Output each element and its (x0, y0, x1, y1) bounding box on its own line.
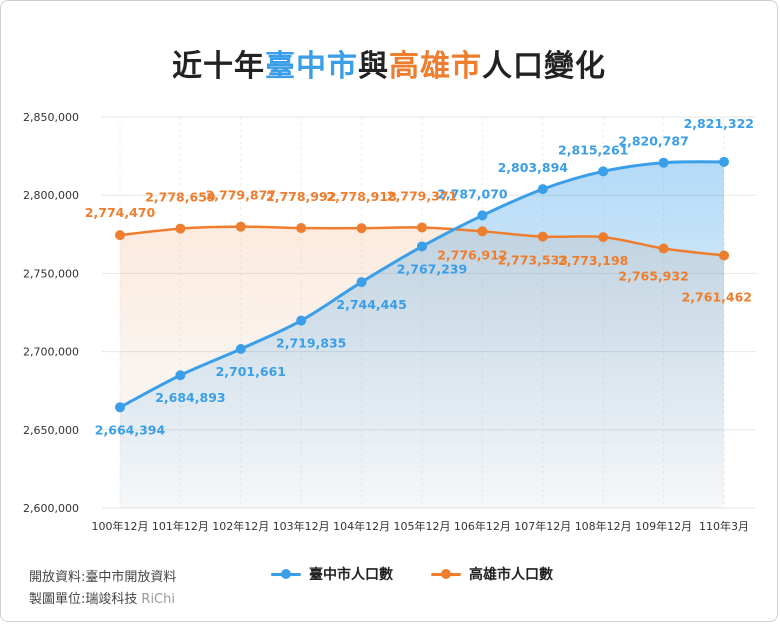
legend-marker-taichung (271, 569, 301, 579)
data-label-kaohsiung: 2,778,659 (145, 190, 215, 205)
x-tick-label: 104年12月 (333, 519, 390, 533)
data-label-kaohsiung: 2,778,918 (326, 189, 396, 204)
data-point-taichung (719, 156, 729, 167)
x-tick-label: 103年12月 (273, 519, 330, 533)
x-tick-label: 110年3月 (699, 519, 749, 533)
data-point-kaohsiung (235, 221, 246, 232)
data-point-kaohsiung (115, 230, 125, 241)
y-tick-label: 2,750,000 (23, 267, 79, 280)
data-label-taichung: 2,719,835 (276, 336, 346, 351)
data-point-kaohsiung (175, 223, 186, 234)
data-label-taichung: 2,803,894 (498, 160, 569, 175)
title-conjunction: 與 (358, 49, 389, 84)
data-label-taichung: 2,701,661 (216, 364, 286, 379)
data-point-taichung (477, 210, 488, 221)
brand-logo-text: RiChi (141, 592, 175, 607)
legend-item-taichung[interactable]: 臺中市人口數 (271, 564, 393, 584)
data-point-taichung (115, 402, 125, 413)
data-label-taichung: 2,744,445 (336, 297, 406, 312)
x-tick-label: 101年12月 (152, 519, 209, 533)
maker-label: 製圖單位: (29, 592, 86, 607)
data-label-taichung: 2,821,322 (684, 116, 754, 131)
x-tick-label: 100年12月 (92, 519, 149, 533)
x-tick-label: 108年12月 (575, 519, 632, 533)
data-label-taichung: 2,787,070 (437, 186, 508, 201)
data-point-kaohsiung (296, 223, 307, 234)
data-label-taichung: 2,767,239 (397, 261, 467, 276)
data-label-kaohsiung: 2,765,932 (618, 268, 688, 283)
legend-label-taichung: 臺中市人口數 (309, 567, 393, 583)
data-point-taichung (356, 277, 367, 288)
data-label-kaohsiung: 2,761,462 (682, 289, 752, 304)
data-point-taichung (537, 184, 548, 195)
legend-marker-kaohsiung (431, 569, 461, 579)
title-suffix: 人口變化 (482, 49, 606, 84)
data-label-kaohsiung: 2,774,470 (85, 205, 156, 220)
data-source-row: 開放資料:臺中市開放資料 (29, 567, 176, 589)
data-label-kaohsiung: 2,773,533 (498, 253, 568, 268)
data-point-kaohsiung (356, 223, 367, 234)
legend-label-kaohsiung: 高雄市人口數 (469, 567, 553, 583)
y-tick-label: 2,850,000 (23, 111, 79, 124)
source-credits: 開放資料:臺中市開放資料 製圖單位:瑞竣科技 RiChi (29, 567, 176, 611)
data-label-kaohsiung: 2,778,992 (266, 189, 336, 204)
data-point-kaohsiung (658, 243, 669, 254)
data-point-kaohsiung (537, 231, 548, 242)
data-point-kaohsiung (598, 232, 609, 243)
y-tick-label: 2,800,000 (23, 189, 79, 202)
chart-title: 近十年臺中市與高雄市人口變化 (1, 41, 777, 85)
data-point-taichung (658, 157, 669, 168)
x-tick-label: 107年12月 (514, 519, 571, 533)
x-tick-label: 109年12月 (635, 519, 692, 533)
data-label-kaohsiung: 2,779,877 (206, 188, 276, 203)
data-label-taichung: 2,684,893 (155, 390, 225, 405)
area-taichung (120, 161, 724, 508)
y-tick-label: 2,650,000 (23, 424, 79, 437)
x-tick-label: 106年12月 (454, 519, 511, 533)
legend-item-kaohsiung[interactable]: 高雄市人口數 (431, 564, 553, 584)
data-label-taichung: 2,815,261 (558, 142, 628, 157)
data-label-kaohsiung: 2,773,198 (558, 253, 628, 268)
y-tick-label: 2,700,000 (23, 346, 79, 359)
data-point-kaohsiung (417, 222, 427, 233)
x-tick-label: 105年12月 (394, 519, 451, 533)
maker-row: 製圖單位:瑞竣科技 RiChi (29, 589, 176, 611)
chart-legend: 臺中市人口數 高雄市人口數 (271, 564, 553, 584)
data-point-kaohsiung (477, 226, 488, 237)
data-point-taichung (296, 315, 307, 326)
data-label-kaohsiung: 2,779,371 (387, 188, 457, 203)
data-point-taichung (175, 370, 186, 381)
data-source-label: 開放資料: (29, 570, 86, 585)
title-city-kaohsiung: 高雄市 (389, 49, 482, 84)
maker-value: 瑞竣科技 (85, 592, 138, 607)
data-label-taichung: 2,820,787 (618, 134, 688, 149)
data-point-taichung (598, 166, 609, 177)
data-source-value: 臺中市開放資料 (85, 570, 177, 585)
data-point-kaohsiung (719, 250, 729, 261)
data-label-taichung: 2,664,394 (95, 422, 166, 437)
data-point-taichung (417, 241, 427, 252)
title-prefix: 近十年 (172, 49, 265, 84)
line-chart: 2,600,000 2,650,000 2,700,000 2,750,000 2,80… (23, 111, 756, 533)
data-label-kaohsiung: 2,776,912 (437, 247, 507, 262)
title-city-taichung: 臺中市 (265, 49, 358, 84)
x-tick-label: 102年12月 (212, 519, 269, 533)
y-tick-label: 2,600,000 (23, 502, 79, 515)
data-point-taichung (235, 344, 246, 355)
